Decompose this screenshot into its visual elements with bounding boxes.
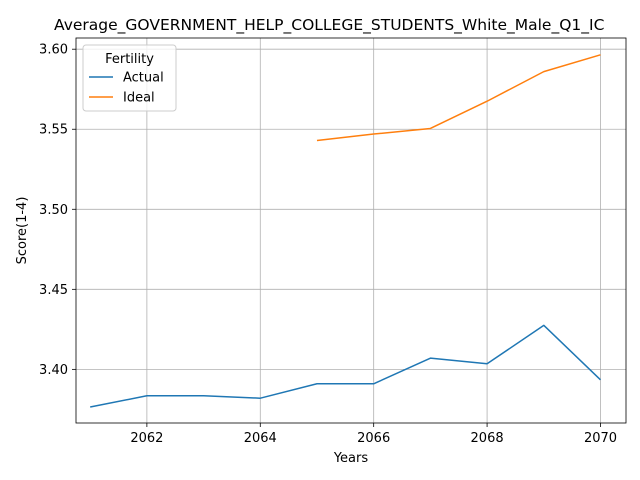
y-axis: 3.40 3.45 3.50 3.55 3.60 bbox=[39, 43, 76, 378]
series-line-actual bbox=[90, 324, 601, 408]
grid-lines bbox=[76, 38, 626, 423]
legend: Fertility Actual Ideal bbox=[82, 44, 177, 112]
y-tick-label: 3.40 bbox=[39, 363, 68, 378]
legend-label: Ideal bbox=[123, 91, 155, 106]
plot-frame bbox=[75, 37, 627, 424]
x-axis: 2062 2064 2066 2068 2070 bbox=[130, 423, 617, 446]
series-layer bbox=[90, 54, 601, 408]
x-tick-label: 2064 bbox=[244, 431, 277, 446]
legend-box bbox=[82, 44, 177, 112]
x-tick-label: 2066 bbox=[357, 431, 390, 446]
x-tick-label: 2062 bbox=[130, 431, 163, 446]
series-line-ideal bbox=[316, 54, 601, 142]
y-tick-label: 3.55 bbox=[39, 123, 68, 138]
y-axis-label: Score(1-4) bbox=[15, 197, 30, 265]
x-tick-label: 2068 bbox=[471, 431, 504, 446]
x-tick-label: 2070 bbox=[584, 431, 617, 446]
y-tick-label: 3.60 bbox=[39, 43, 68, 58]
x-axis-label: Years bbox=[333, 451, 369, 466]
legend-title: Fertility bbox=[105, 52, 154, 67]
y-tick-label: 3.45 bbox=[39, 283, 68, 298]
legend-label: Actual bbox=[123, 71, 164, 86]
y-tick-label: 3.50 bbox=[39, 203, 68, 218]
chart-title: Average_GOVERNMENT_HELP_COLLEGE_STUDENTS… bbox=[54, 16, 604, 35]
